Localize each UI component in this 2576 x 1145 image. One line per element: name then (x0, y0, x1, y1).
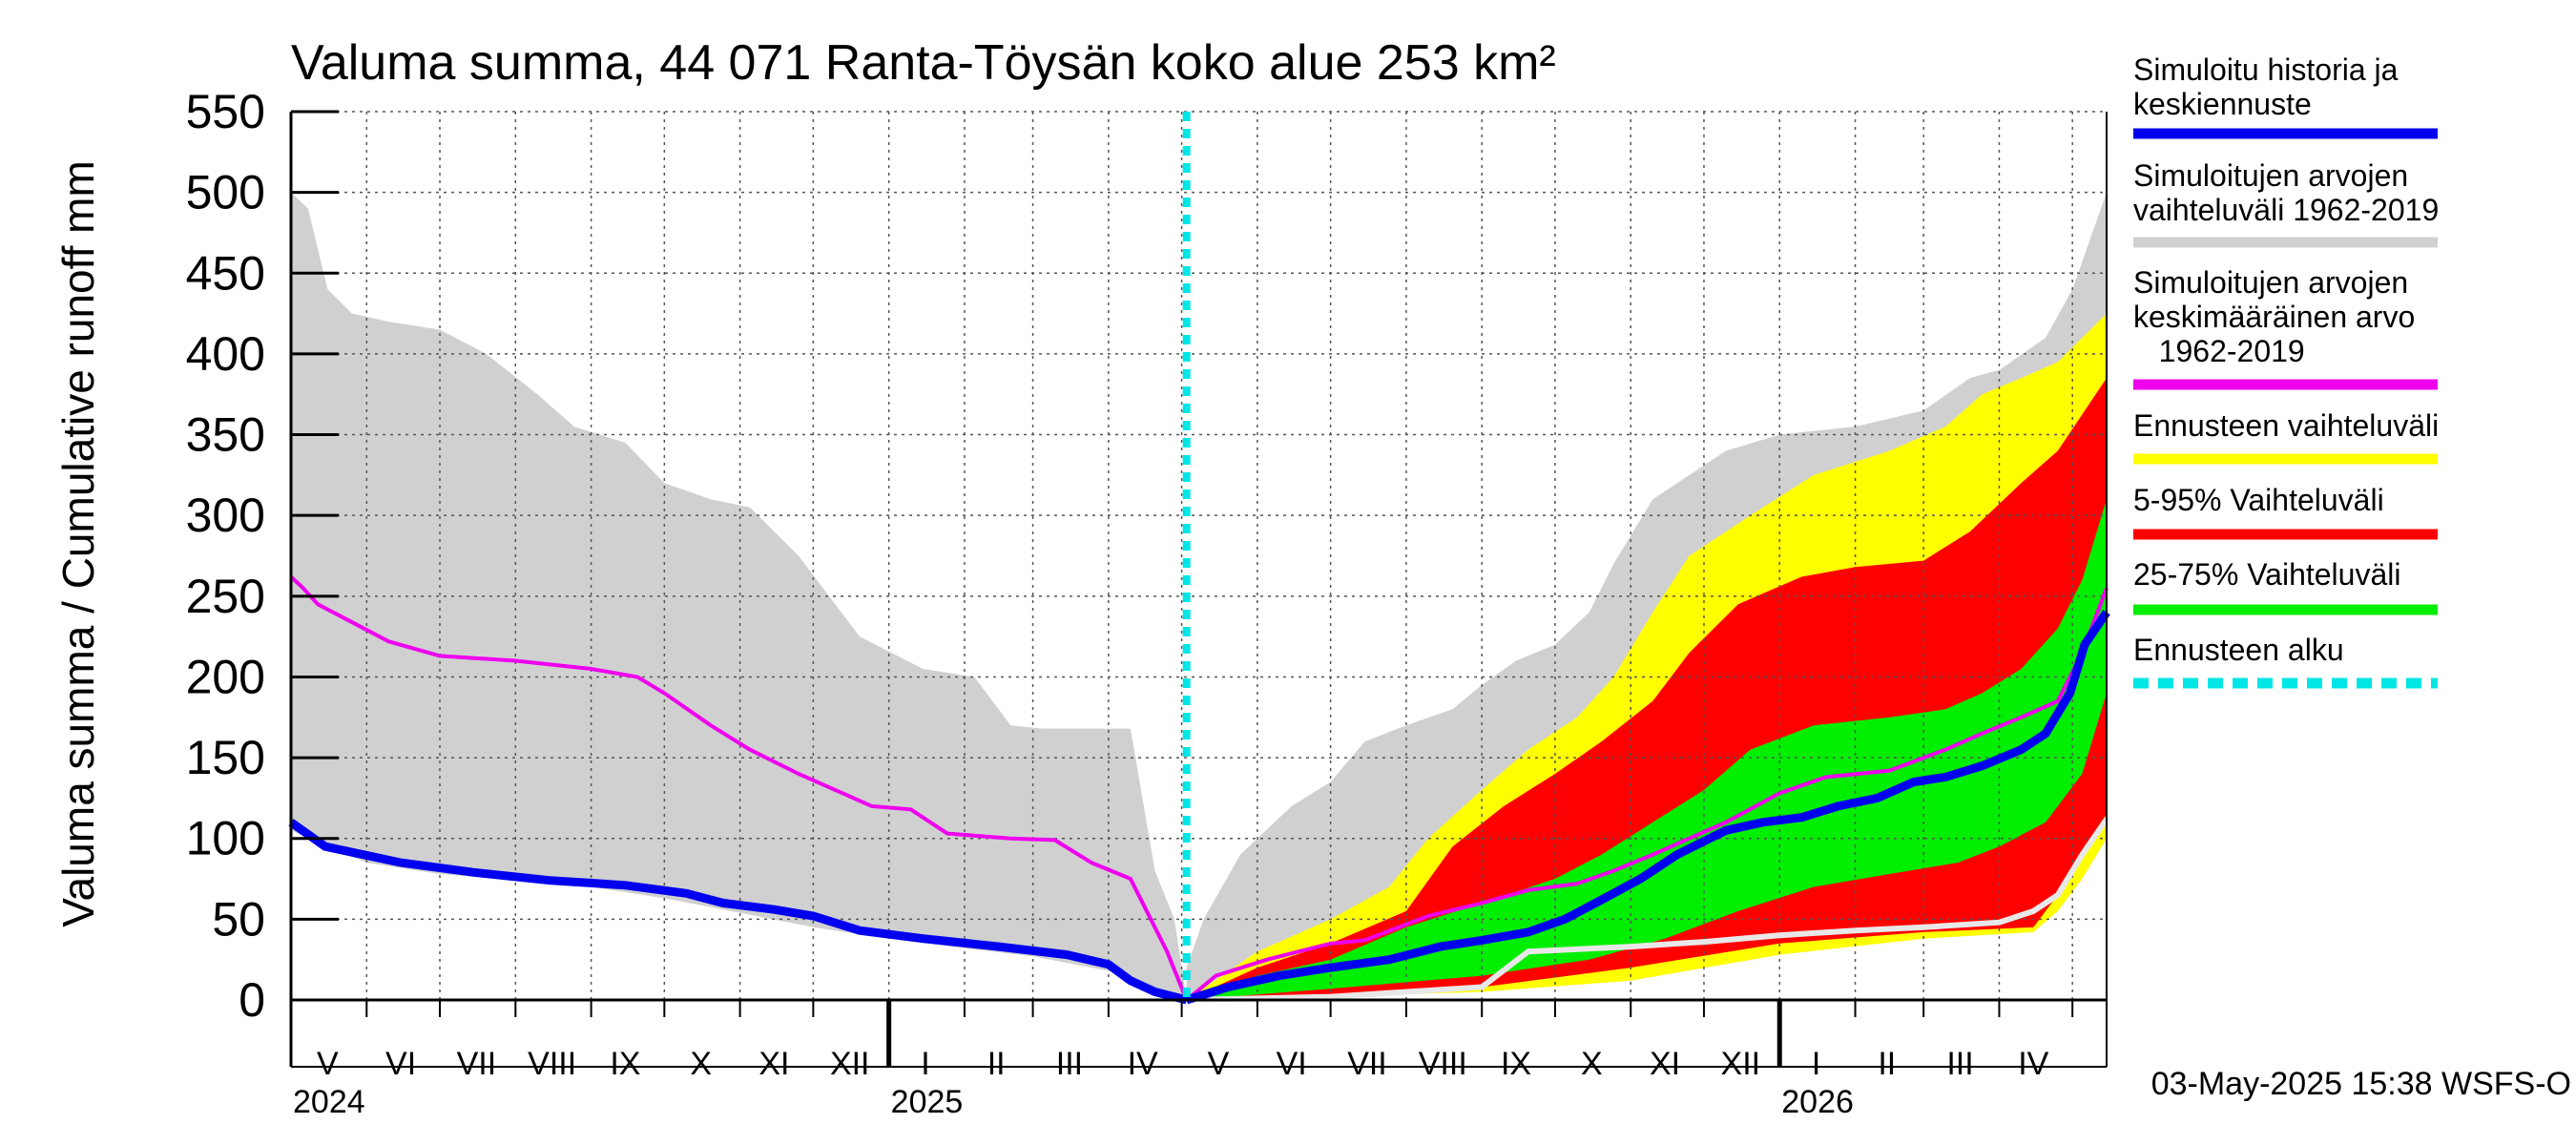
month-label: XII (1721, 1046, 1761, 1082)
month-label: V (317, 1046, 339, 1082)
legend-label: Simuloitu historia ja keskiennuste (2133, 52, 2399, 121)
month-label: V (1208, 1046, 1230, 1082)
footer-timestamp: 03-May-2025 15:38 WSFS-O (2151, 1066, 2571, 1102)
legend-label: Ennusteen vaihteluväli (2133, 408, 2439, 443)
y-tick-label: 400 (186, 327, 265, 381)
year-label: 2025 (891, 1084, 964, 1120)
driest-forecast-line (1186, 817, 2109, 1003)
legend-label: 25-75% Vaihteluväli (2133, 557, 2400, 592)
month-label: VIII (528, 1046, 576, 1082)
month-label: IV (2018, 1046, 2048, 1082)
legend: Simuloitu historia ja keskiennuste Simuloi… (2133, 52, 2439, 689)
y-tick-label: 150 (186, 731, 265, 784)
y-axis-label: Valuma summa / Cumulative runoff mm (53, 160, 103, 927)
median-forecast-line (1185, 610, 2110, 1005)
month-label: I (921, 1046, 929, 1082)
y-tick-label: 250 (186, 570, 265, 623)
chart-lines (288, 112, 2110, 1005)
month-label: II (1878, 1046, 1896, 1082)
legend-label: Simuloitujen arvojen keskimääräinen arvo … (2133, 265, 2415, 368)
month-label: XI (758, 1046, 789, 1082)
y-tick-label: 0 (239, 973, 265, 1027)
month-label: III (1946, 1046, 1973, 1082)
month-label: II (987, 1046, 1006, 1082)
month-label: VI (1277, 1046, 1307, 1082)
historical-mean-line (289, 575, 1189, 1001)
month-label: XII (830, 1046, 870, 1082)
y-axis-label-text: Valuma summa / Cumulative runoff mm (53, 160, 103, 927)
month-label: VII (457, 1046, 497, 1082)
history-range-area (291, 192, 1187, 1001)
month-label: VIII (1419, 1046, 1467, 1082)
month-label: IV (1128, 1046, 1158, 1082)
simulated-history-line (288, 819, 1188, 1005)
y-tick-label: 550 (186, 85, 265, 138)
chart-grid (291, 111, 2107, 1000)
month-label: III (1056, 1046, 1083, 1082)
y-tick-label: 350 (186, 408, 265, 462)
y-tick-label: 50 (212, 892, 265, 946)
month-label: I (1812, 1046, 1820, 1082)
forecast-mean-line (1185, 587, 2109, 1002)
month-label: IX (610, 1046, 640, 1082)
year-label: 2024 (293, 1084, 365, 1120)
y-tick-label: 500 (186, 166, 265, 219)
chart-title: Valuma summa, 44 071 Ranta-Töysän koko a… (291, 35, 1556, 91)
y-tick-label: 100 (186, 812, 265, 865)
month-label: X (690, 1046, 712, 1082)
month-label: IX (1501, 1046, 1531, 1082)
month-label: VI (385, 1046, 416, 1082)
y-tick-label: 200 (186, 650, 265, 703)
month-label: VII (1347, 1046, 1387, 1082)
legend-label: 5-95% Vaihteluväli (2133, 483, 2384, 517)
legend-label: Ennusteen alku (2133, 633, 2344, 667)
y-tick-label: 450 (186, 246, 265, 300)
month-label: X (1581, 1046, 1603, 1082)
p25-75-range-area (1186, 499, 2107, 1000)
y-tick-label: 300 (186, 489, 265, 542)
month-label: XI (1650, 1046, 1680, 1082)
legend-label: Simuloitujen arvojen vaihteluväli 1962-20… (2133, 158, 2439, 227)
year-label: 2026 (1781, 1084, 1854, 1120)
